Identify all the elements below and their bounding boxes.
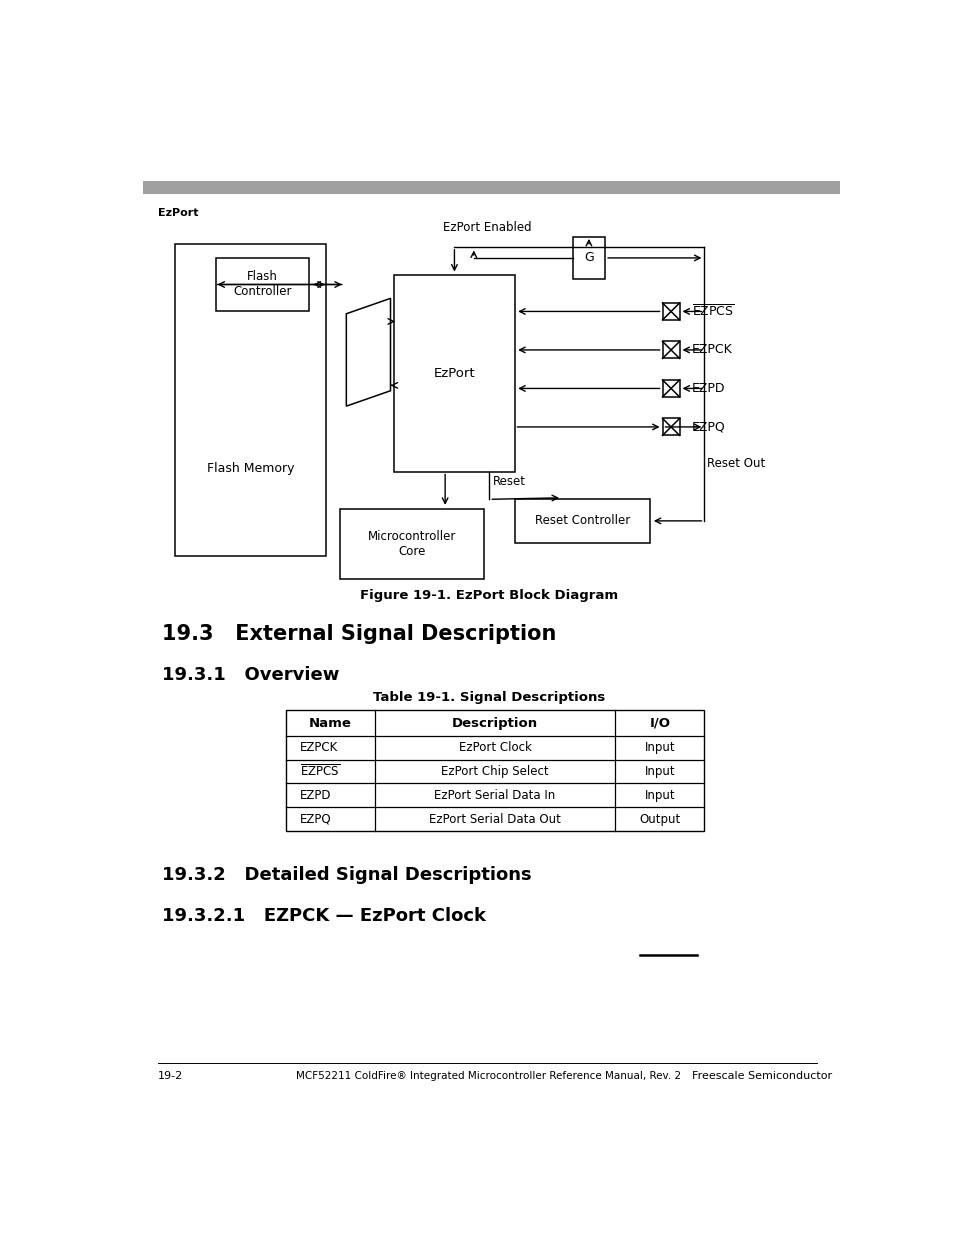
Bar xyxy=(394,275,514,472)
Text: EzPort Enabled: EzPort Enabled xyxy=(442,221,531,235)
Text: EzPort: EzPort xyxy=(158,209,198,219)
Text: Output: Output xyxy=(639,813,679,826)
Text: Flash
Controller: Flash Controller xyxy=(233,270,292,299)
Bar xyxy=(572,237,604,279)
Text: EzPort Serial Data In: EzPort Serial Data In xyxy=(434,789,556,802)
Text: EZPCK: EZPCK xyxy=(691,343,732,357)
Text: EzPort Clock: EzPort Clock xyxy=(458,741,531,755)
Text: EZPCK: EZPCK xyxy=(299,741,337,755)
Bar xyxy=(142,180,840,194)
Text: G: G xyxy=(583,252,593,264)
Text: Name: Name xyxy=(309,716,352,730)
Text: MCF52211 ColdFire® Integrated Microcontroller Reference Manual, Rev. 2: MCF52211 ColdFire® Integrated Microcontr… xyxy=(296,1071,680,1081)
Text: Microcontroller
Core: Microcontroller Core xyxy=(367,530,456,558)
Text: Flash Memory: Flash Memory xyxy=(207,462,294,475)
Text: Input: Input xyxy=(644,789,675,802)
Text: 19-2: 19-2 xyxy=(158,1071,183,1081)
Bar xyxy=(340,509,483,579)
Text: I/O: I/O xyxy=(649,716,670,730)
Bar xyxy=(661,419,679,436)
Text: 19.3.1   Overview: 19.3.1 Overview xyxy=(162,666,339,684)
Text: EZPD: EZPD xyxy=(691,382,724,395)
Text: Table 19-1. Signal Descriptions: Table 19-1. Signal Descriptions xyxy=(373,692,604,704)
Bar xyxy=(174,245,326,556)
Polygon shape xyxy=(346,299,390,406)
Bar xyxy=(286,710,703,831)
Bar xyxy=(661,380,679,396)
Text: Description: Description xyxy=(452,716,537,730)
Text: Freescale Semiconductor: Freescale Semiconductor xyxy=(691,1071,831,1081)
Text: EzPort Chip Select: EzPort Chip Select xyxy=(441,764,548,778)
Text: Reset Controller: Reset Controller xyxy=(534,515,629,527)
Text: 19.3   External Signal Description: 19.3 External Signal Description xyxy=(162,624,556,645)
Text: EZPQ: EZPQ xyxy=(691,420,725,433)
Text: $\overline{\mathrm{EZPCS}}$: $\overline{\mathrm{EZPCS}}$ xyxy=(299,763,339,779)
Bar xyxy=(514,499,649,543)
Text: EZPD: EZPD xyxy=(299,789,331,802)
Text: Reset: Reset xyxy=(493,475,526,489)
Text: EZPQ: EZPQ xyxy=(299,813,331,826)
Text: $\overline{\mathrm{EZPCS}}$: $\overline{\mathrm{EZPCS}}$ xyxy=(691,304,734,319)
Bar xyxy=(216,258,309,311)
Text: EzPort: EzPort xyxy=(434,367,475,380)
Text: Figure 19-1. EzPort Block Diagram: Figure 19-1. EzPort Block Diagram xyxy=(359,589,618,601)
Bar xyxy=(661,303,679,320)
Text: Input: Input xyxy=(644,764,675,778)
Text: 19.3.2   Detailed Signal Descriptions: 19.3.2 Detailed Signal Descriptions xyxy=(162,866,531,884)
Text: Input: Input xyxy=(644,741,675,755)
Text: 19.3.2.1   EZPCK — EzPort Clock: 19.3.2.1 EZPCK — EzPort Clock xyxy=(162,906,485,925)
Text: EzPort Serial Data Out: EzPort Serial Data Out xyxy=(429,813,560,826)
Text: Reset Out: Reset Out xyxy=(706,457,764,471)
Bar xyxy=(661,341,679,358)
